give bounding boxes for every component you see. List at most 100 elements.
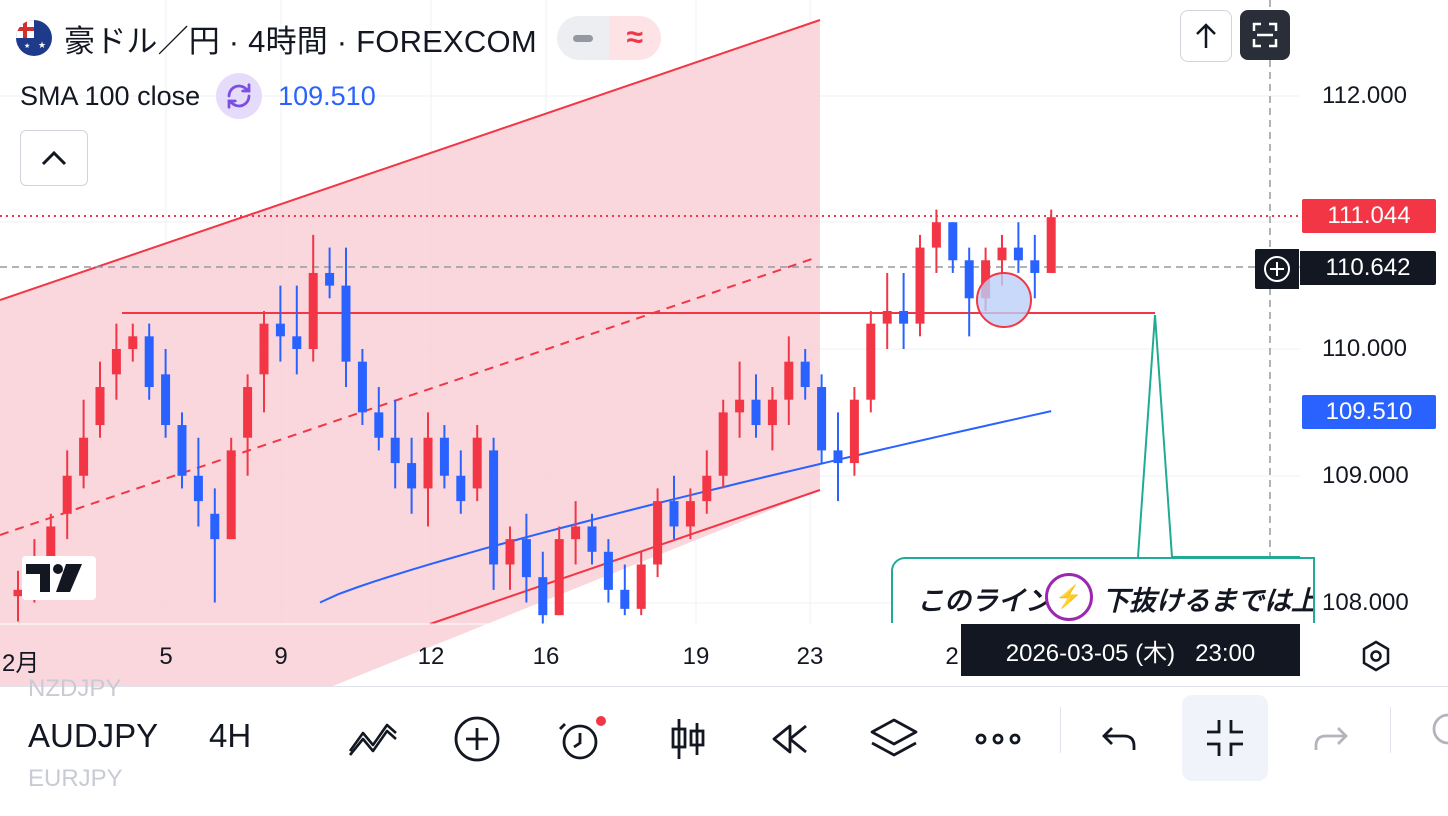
candle-body[interactable] [407,463,417,489]
candle-body[interactable] [833,450,843,464]
channel-fill[interactable] [0,20,820,815]
candle-body[interactable] [899,310,909,324]
candle-body[interactable] [226,450,236,540]
sync-icon[interactable] [216,73,263,119]
candle-body[interactable] [882,310,892,324]
candles-icon[interactable] [658,709,718,769]
candle-body[interactable] [505,539,515,565]
candle-body[interactable] [800,361,810,388]
redo-icon[interactable] [1300,709,1360,769]
search-icon[interactable] [1428,709,1448,769]
price-tick: 112.000 [1322,81,1407,109]
undo-icon[interactable] [1090,709,1150,769]
channel-lower-line[interactable] [429,489,821,625]
candle-body[interactable] [95,387,105,426]
alarm-clock-icon[interactable] [551,709,611,769]
candle-body[interactable] [439,437,449,476]
candle-body[interactable] [128,336,138,349]
candle-body[interactable] [423,437,433,489]
settings-hexagon-icon[interactable] [1356,636,1396,676]
candle-body[interactable] [702,475,712,502]
candle-body[interactable] [620,589,630,609]
candle-body[interactable] [784,361,794,400]
wave-toggle-button[interactable]: ≈ [608,16,661,60]
candle-body[interactable] [603,551,613,590]
next-symbol[interactable]: EURJPY [28,765,123,792]
candle-body[interactable] [915,247,925,324]
prev-symbol[interactable]: NZDJPY [28,675,122,702]
candle-body[interactable] [669,501,679,527]
candle-body[interactable] [849,399,859,464]
add-alert-plus-icon[interactable] [1255,249,1299,289]
candle-body[interactable] [243,387,253,438]
candles-group [13,209,1056,624]
candle-body[interactable] [735,399,745,413]
rewind-icon[interactable] [760,709,820,769]
symbol-label[interactable]: AUDJPY [28,717,159,754]
text-note[interactable]: このライン 下抜けるまでは上 ⚡ [891,557,1315,623]
arrow-up-icon[interactable] [1180,10,1232,62]
candle-body[interactable] [1013,247,1023,261]
candle-body[interactable] [653,501,663,565]
candle-body[interactable] [111,349,121,375]
candle-body[interactable] [1046,217,1056,273]
candle-body[interactable] [456,475,466,502]
candle-body[interactable] [866,323,876,400]
plus-circle-icon[interactable] [447,709,507,769]
candle-body[interactable] [292,336,302,349]
indicators-icon[interactable] [343,709,403,769]
candle-body[interactable] [46,526,56,565]
visibility-toggle-group[interactable]: ≈ [556,16,661,60]
candle-body[interactable] [521,539,531,578]
candle-body[interactable] [817,387,827,451]
candle-body[interactable] [718,412,728,476]
candle-body[interactable] [341,285,351,362]
candle-body[interactable] [161,374,171,426]
symbol-title[interactable]: 豪ドル／円 · 4時間 · FOREXCOM [64,23,537,59]
note-text: このライン 下抜けるまでは上 [917,586,1315,616]
candle-body[interactable] [308,272,318,349]
candle-body[interactable] [948,222,958,261]
candle-body[interactable] [177,425,187,476]
more-icon[interactable] [968,709,1028,769]
candle-body[interactable] [489,450,499,565]
candle-body[interactable] [472,437,482,489]
candle-body[interactable] [931,222,941,248]
candle-body[interactable] [767,399,777,426]
indicator-label[interactable]: SMA 100 close [20,80,201,111]
candle-body[interactable] [1030,260,1040,273]
layers-icon[interactable] [864,709,924,769]
candle-body[interactable] [62,475,72,514]
collapse-icon[interactable] [1182,695,1268,781]
projection-path[interactable] [1137,314,1300,558]
candle-body[interactable] [571,526,581,540]
candle-body[interactable] [357,361,367,413]
lightning-icon[interactable]: ⚡ [1045,573,1093,621]
minus-icon[interactable] [556,16,609,60]
fullscreen-icon[interactable] [1240,10,1290,60]
candle-body[interactable] [964,260,974,299]
highlight-circle[interactable] [976,272,1032,328]
candle-body[interactable] [538,577,548,616]
candle-body[interactable] [144,336,154,388]
candle-body[interactable] [554,539,564,616]
candle-body[interactable] [325,272,335,286]
candle-body[interactable] [13,589,23,597]
timeframe-label[interactable]: 4H [209,717,252,754]
sma-line[interactable] [319,410,1052,604]
candle-body[interactable] [751,399,761,426]
candle-body[interactable] [79,437,89,476]
candle-body[interactable] [636,564,646,609]
legend-collapse-button[interactable] [20,130,88,186]
candle-body[interactable] [587,526,597,552]
candle-body[interactable] [275,323,285,337]
channel-upper-line[interactable] [0,19,821,301]
candle-body[interactable] [374,412,384,438]
candle-body[interactable] [259,323,269,375]
candle-body[interactable] [193,475,203,502]
candle-body[interactable] [390,437,400,464]
candle-body[interactable] [997,247,1007,261]
candle-body[interactable] [685,501,695,527]
candle-body[interactable] [210,513,220,540]
